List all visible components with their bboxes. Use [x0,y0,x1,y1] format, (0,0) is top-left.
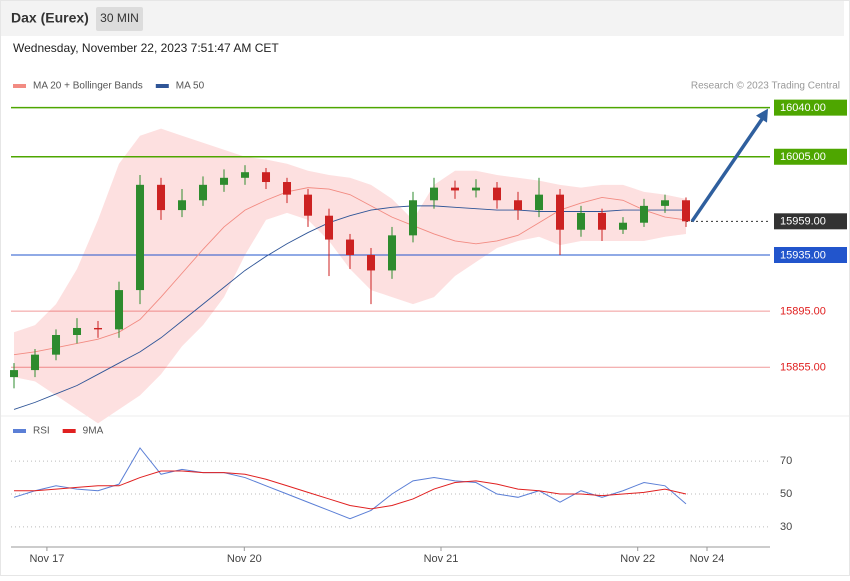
candle-body [430,187,439,201]
candle-body [115,290,124,330]
candle-body [367,255,376,271]
candle-body [31,354,40,371]
level-tag [774,213,847,230]
indicator-line [14,470,687,510]
candle-body [640,205,649,223]
timeframe-label: 30 MIN [100,11,139,25]
candle-body [241,172,250,178]
x-tick-label: Nov 22 [620,553,655,565]
candle-body [535,194,544,211]
candle-body [136,184,145,291]
legend-swatch [13,84,26,88]
candle-body [598,212,607,230]
candle-body [577,212,586,230]
level-label: 16005.00 [780,151,826,163]
level-label: 15935.00 [780,249,826,261]
candle-body [493,187,502,201]
level-tag [774,247,847,263]
candle-body [94,327,103,330]
y-tick-label: 70 [780,455,792,467]
candle-body [409,200,418,236]
x-tick-label: Nov 17 [29,553,64,565]
candle-body [325,215,334,240]
candle-body [10,370,19,378]
legend-swatch [62,429,76,433]
arrow-head [756,108,768,123]
level-tag [774,148,847,165]
candle-body [283,182,292,195]
x-tick-label: Nov 20 [227,553,262,565]
y-tick-label: 30 [780,521,792,533]
indicator-line [13,447,687,520]
candle-body [556,194,565,230]
level-label: 15959.00 [780,216,826,228]
timestamp: Wednesday, November 22, 2023 7:51:47 AM … [13,41,279,55]
candle-body [619,222,628,230]
moving-average [13,187,687,356]
candle-body [346,239,355,255]
candle-body [52,335,61,355]
candle-body [73,327,82,335]
legend-swatch [155,84,169,88]
projection-arrow [690,116,765,223]
candle-body [178,200,187,211]
legend-label: MA 20 + Bollinger Bands [33,81,143,92]
candle-body [661,200,670,206]
candle-body [388,235,397,271]
level-label: 15855.00 [780,362,826,374]
candle-body [220,177,229,185]
timeframe-button[interactable] [96,7,143,31]
candle-body [514,200,523,211]
level-tag [774,99,847,116]
level-label: 16040.00 [780,102,826,114]
x-tick-label: Nov 21 [424,553,459,565]
candle-body [682,200,691,222]
moving-average [13,205,687,410]
candle-body [304,194,313,216]
candle-body [157,184,166,211]
candle-body [199,184,208,201]
legend-label: MA 50 [176,81,205,92]
instrument-title: Dax (Eurex) [11,10,89,26]
candle-body [262,172,271,183]
y-tick-label: 50 [780,488,792,500]
candle-body [472,187,481,191]
legend-label: 9MA [83,426,104,437]
candle-body [451,187,460,191]
level-label: 15895.00 [780,306,826,318]
x-tick-label: Nov 24 [690,553,725,565]
credit: Research © 2023 Trading Central [691,81,840,92]
legend-swatch [13,429,26,433]
legend-label: RSI [33,426,50,437]
